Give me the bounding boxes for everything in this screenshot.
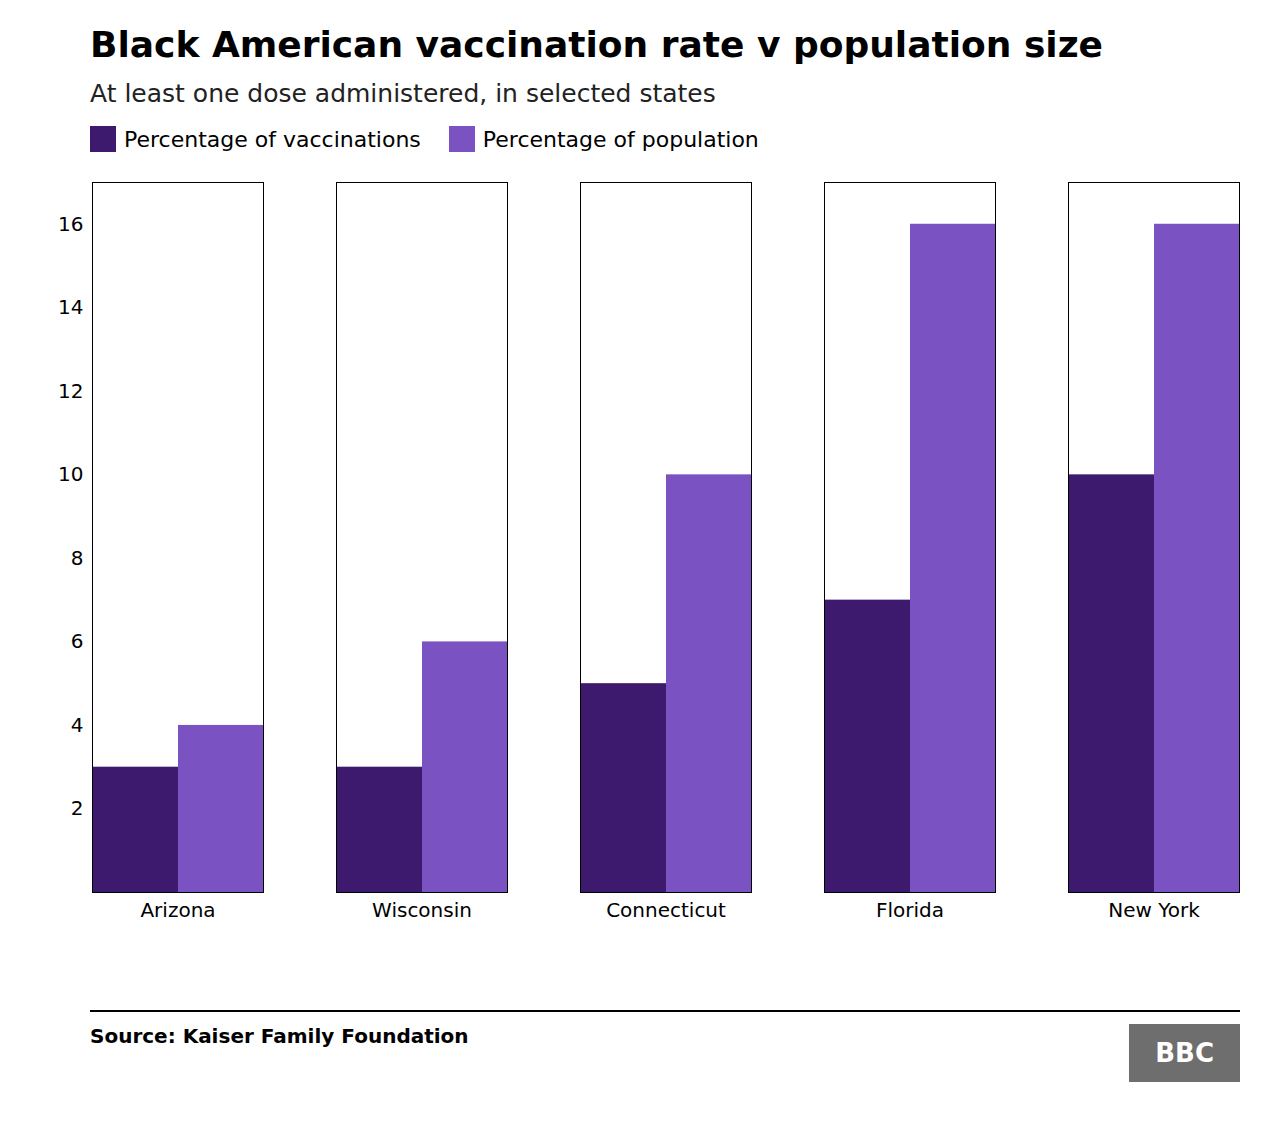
- svg-text:Arizona: Arizona: [140, 898, 215, 922]
- svg-text:6: 6: [71, 629, 84, 653]
- svg-text:4: 4: [71, 713, 84, 737]
- svg-text:Wisconsin: Wisconsin: [372, 898, 472, 922]
- svg-text:8: 8: [71, 546, 84, 570]
- svg-text:16: 16: [58, 212, 83, 236]
- svg-text:Connecticut: Connecticut: [606, 898, 726, 922]
- html-text:Percentage of population: Percentage of population: [482, 126, 759, 152]
- svg-text:New York: New York: [1108, 898, 1200, 922]
- svg-text:10: 10: [58, 462, 83, 486]
- svg-text:Florida: Florida: [876, 898, 944, 922]
- html-text:BBC: BBC: [1155, 1038, 1214, 1068]
- html-text:Percentage of vaccinations: Percentage of vaccinations: [124, 126, 421, 152]
- svg-text:14: 14: [58, 295, 83, 319]
- html-text:At least one dose administered: At least one dose administered, in selec…: [90, 79, 716, 108]
- html-text:Source: Kaiser Family Foundati: Source: Kaiser Family Foundation: [90, 1024, 469, 1048]
- html-text:Black American vaccination rat: Black American vaccination rate v popula…: [90, 24, 1103, 65]
- svg-text:12: 12: [58, 379, 83, 403]
- svg-text:2: 2: [71, 796, 84, 820]
